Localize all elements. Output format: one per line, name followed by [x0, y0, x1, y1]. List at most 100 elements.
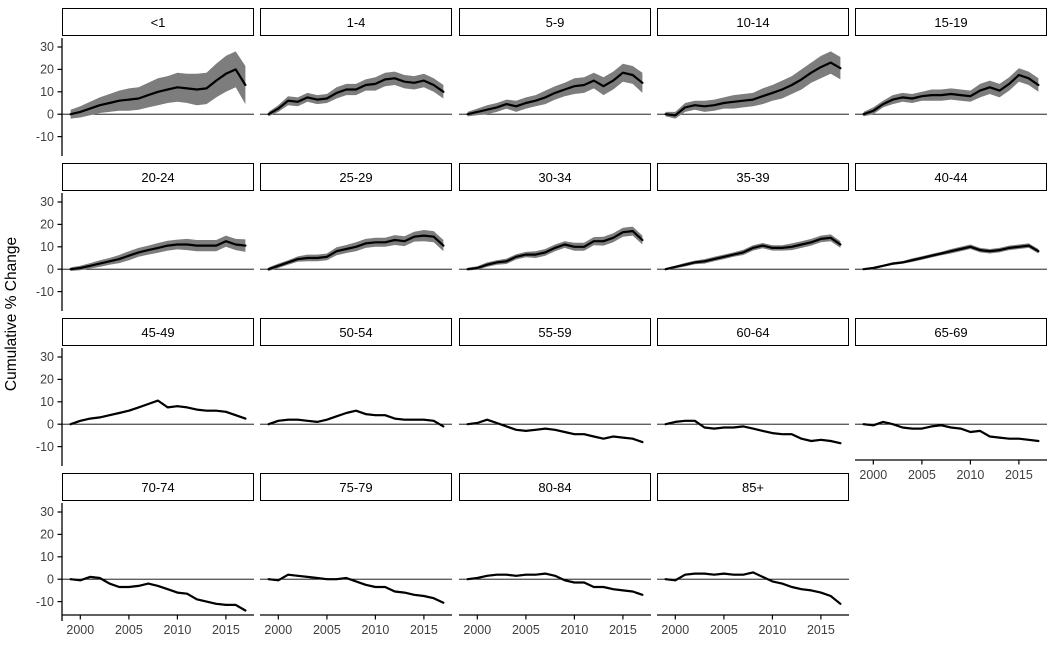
facet-panel-plot [657, 419, 849, 445]
facet-panel-plot [657, 234, 849, 271]
y-tick-label: 30 [40, 195, 54, 209]
y-tick-label: 0 [47, 262, 54, 276]
y-tick-label: -10 [36, 595, 54, 609]
trend-line [466, 418, 644, 444]
facet-label: 50-54 [260, 318, 452, 346]
confidence-ribbon [70, 235, 246, 271]
facet-panel-plot [855, 243, 1047, 271]
y-tick-label: 0 [47, 417, 54, 431]
y-tick-label: 30 [40, 40, 54, 54]
y-tick-label: 10 [40, 85, 54, 99]
x-tick-label: 2000 [661, 623, 689, 637]
x-tick-label: 2010 [361, 623, 389, 637]
trend-line [466, 572, 644, 596]
facet-panel-plot [260, 409, 452, 428]
trend-line [267, 234, 445, 271]
x-tick-label: 2000 [66, 623, 94, 637]
facet-panel-plot: 2000 2005 2010 2015 [657, 571, 849, 637]
trend-line [466, 71, 644, 116]
x-tick-label: 2015 [212, 623, 240, 637]
confidence-ribbon [665, 51, 841, 119]
confidence-ribbon [467, 63, 643, 117]
y-tick-label: 20 [40, 373, 54, 387]
facet-label: 35-39 [657, 163, 849, 191]
facet-panel-plot: 2000 2005 2010 2015 [260, 573, 452, 637]
x-tick-label: 2005 [313, 623, 341, 637]
x-tick-label: 2015 [807, 623, 835, 637]
trend-line [267, 573, 445, 604]
trend-line [69, 399, 247, 426]
facet-panel-plot [260, 71, 452, 117]
trend-line [267, 409, 445, 428]
facet-label: 55-59 [459, 318, 651, 346]
facet-panel-plot: 2000 2005 2010 2015 [855, 420, 1047, 482]
x-tick-label: 2010 [758, 623, 786, 637]
y-tick-label: 10 [40, 240, 54, 254]
facet-label: 10-14 [657, 8, 849, 36]
facet-panel-plot [459, 226, 651, 271]
x-tick-label: 2000 [859, 468, 887, 482]
x-tick-label: 2010 [163, 623, 191, 637]
facet-panel-plot: 30 20 10 0 -10 [36, 38, 254, 156]
y-tick-label: 10 [40, 395, 54, 409]
y-tick-label: 0 [47, 572, 54, 586]
x-tick-label: 2005 [908, 468, 936, 482]
facet-label: 65-69 [855, 318, 1047, 346]
facet-panel-plot [260, 230, 452, 271]
facet-panel-plot [459, 63, 651, 117]
y-tick-label: 20 [40, 218, 54, 232]
facet-panel-plot: 30 20 10 0 -10 [36, 193, 254, 311]
x-tick-label: 2015 [410, 623, 438, 637]
trend-line [862, 73, 1040, 116]
facet-panel-plot [459, 418, 651, 444]
y-tick-label: 0 [47, 107, 54, 121]
facet-label: 45-49 [62, 318, 254, 346]
trend-line [69, 575, 247, 612]
y-tick-label: -10 [36, 440, 54, 454]
x-tick-label: 2005 [710, 623, 738, 637]
y-tick-label: 20 [40, 528, 54, 542]
trend-line [664, 571, 842, 605]
y-tick-label: -10 [36, 130, 54, 144]
trend-line [664, 419, 842, 445]
facet-label: 60-64 [657, 318, 849, 346]
facet-label: 20-24 [62, 163, 254, 191]
trend-line [69, 240, 247, 271]
confidence-ribbon [863, 68, 1039, 117]
facet-label: 75-79 [260, 473, 452, 501]
y-tick-label: 30 [40, 505, 54, 519]
facet-panel-plot: 30 20 10 0 -10 [36, 348, 254, 466]
x-tick-label: 2000 [463, 623, 491, 637]
facet-label: 30-34 [459, 163, 651, 191]
facet-label: 5-9 [459, 8, 651, 36]
y-tick-label: 20 [40, 63, 54, 77]
y-tick-label: -10 [36, 285, 54, 299]
x-tick-label: 2015 [1005, 468, 1033, 482]
y-tick-label: 30 [40, 350, 54, 364]
trend-line [862, 244, 1040, 271]
y-tick-label: 10 [40, 550, 54, 564]
x-tick-label: 2010 [956, 468, 984, 482]
facet-label: 80-84 [459, 473, 651, 501]
trend-line [664, 236, 842, 271]
facet-label: 25-29 [260, 163, 452, 191]
facet-panel-plot: 2000 2005 2010 2015 [459, 572, 651, 637]
facet-panel-plot [657, 51, 849, 119]
facet-label: 1-4 [260, 8, 452, 36]
facet-panel-plot [855, 68, 1047, 117]
confidence-ribbon [268, 71, 444, 117]
trend-line [267, 77, 445, 116]
facet-label: 40-44 [855, 163, 1047, 191]
x-tick-label: 2005 [115, 623, 143, 637]
trend-line [69, 68, 247, 116]
facet-label: 70-74 [62, 473, 254, 501]
trend-line [862, 420, 1040, 443]
trend-line [664, 61, 842, 117]
x-tick-label: 2000 [264, 623, 292, 637]
x-tick-label: 2015 [609, 623, 637, 637]
trend-line [466, 229, 644, 271]
facet-label: 15-19 [855, 8, 1047, 36]
x-tick-label: 2005 [512, 623, 540, 637]
